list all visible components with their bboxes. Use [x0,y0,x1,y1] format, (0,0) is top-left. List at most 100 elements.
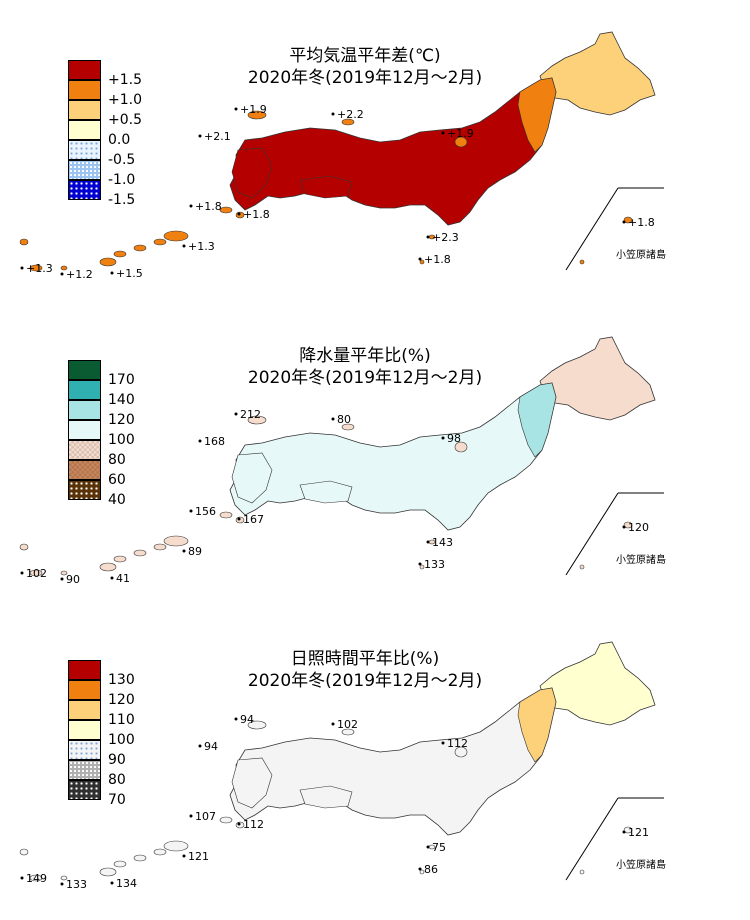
station-value-label: +2.3 [432,231,459,244]
inset-frame-diagonal [565,187,619,271]
island [153,543,167,551]
island [419,869,425,875]
island [219,511,233,519]
station-value-label: 107 [195,810,216,823]
island [454,136,468,148]
legend-label: 100 [108,432,135,448]
island [341,728,355,736]
station-dot [426,845,430,849]
shikoku-region [299,480,353,504]
island [113,250,127,258]
station-value-label: +1.8 [628,216,655,229]
island [247,110,267,120]
station-dot [189,509,193,513]
station-dot [234,717,238,721]
island [99,867,117,877]
station-value-label: 102 [26,567,47,580]
legend-swatch [68,360,101,380]
station-dot [189,814,193,818]
station-dot [110,576,114,580]
island [163,535,189,547]
kyushu-region [231,452,273,504]
station-dot [198,744,202,748]
legend-swatch [68,780,101,800]
ogasawara-label: 小笠原諸島 [616,248,666,261]
station-value-label: +1.8 [195,200,222,213]
inset-frame-diagonal [565,492,619,576]
station-dot [110,881,114,885]
legend-label: 90 [108,752,126,768]
honshu-region [229,687,557,836]
tohoku-region [517,382,557,458]
island [419,259,425,265]
island [623,521,633,529]
island [454,746,468,758]
legend-swatch [68,480,101,500]
island [153,848,167,856]
island [579,869,585,875]
japan-map: 小笠原諸島 +1.9 +2.1 +2.2 +1.9 +1.8 +1.8 +2.3 +1.8 +1.… [19,31,666,281]
station-value-label: 121 [188,850,209,863]
station-value-label: 112 [447,737,468,750]
title-line2: 2020年冬(2019年12月～2月) [247,368,483,388]
legend-swatch [68,720,101,740]
honshu-region [229,77,557,226]
legend-label: +1.5 [108,72,142,88]
island [623,826,633,834]
island [60,875,68,881]
station-value-label: 143 [432,536,453,549]
legend-label: 140 [108,392,135,408]
island [19,543,29,551]
island [579,564,585,570]
island [133,244,147,252]
station-value-label: 120 [628,521,649,534]
station-value-label: 89 [188,545,202,558]
station-dot [110,271,114,275]
island [163,840,189,852]
island [99,257,117,267]
legend-swatch [68,180,101,200]
legend-swatch [68,440,101,460]
legend-label: 130 [108,672,135,688]
station-value-label: 41 [116,572,130,585]
station-value-label: 102 [337,718,358,731]
hokkaido-region [539,336,656,421]
island [454,441,468,453]
station-value-label: +2.2 [337,108,364,121]
island [113,555,127,563]
panel-title: 平均気温平年差(℃) 2020年冬(2019年12月～2月) [215,45,515,89]
station-value-label: 86 [424,863,438,876]
honshu-region [229,382,557,531]
station-value-label: +1.9 [240,103,267,116]
kyushu-region [231,757,273,809]
station-dot [234,107,238,111]
station-dot [60,272,64,276]
island [60,570,68,576]
station-dot [20,266,24,270]
station-dot [622,525,626,529]
legend-label: -0.5 [108,152,136,168]
island [419,564,425,570]
station-value-label: +1.3 [188,240,215,253]
shikoku-region [299,785,353,809]
station-dot [426,540,430,544]
title-line1: 日照時間平年比(%) [290,649,440,669]
island [19,848,29,856]
station-value-label: +2.1 [204,130,231,143]
title-line1: 降水量平年比(%) [299,346,431,366]
legend-swatch [68,700,101,720]
legend-label: 100 [108,732,135,748]
island [153,238,167,246]
station-dot [237,822,241,826]
legend-label: 110 [108,712,135,728]
station-dot [237,212,241,216]
station-value-label: 94 [240,713,254,726]
station-dot [331,112,335,116]
island [163,230,189,242]
station-value-label: +1.3 [26,262,53,275]
legend-label: 0.0 [108,132,131,148]
station-value-label: 167 [243,513,264,526]
legend-label: +0.5 [108,112,142,128]
station-dot [441,741,445,745]
station-value-label: +1.8 [424,253,451,266]
